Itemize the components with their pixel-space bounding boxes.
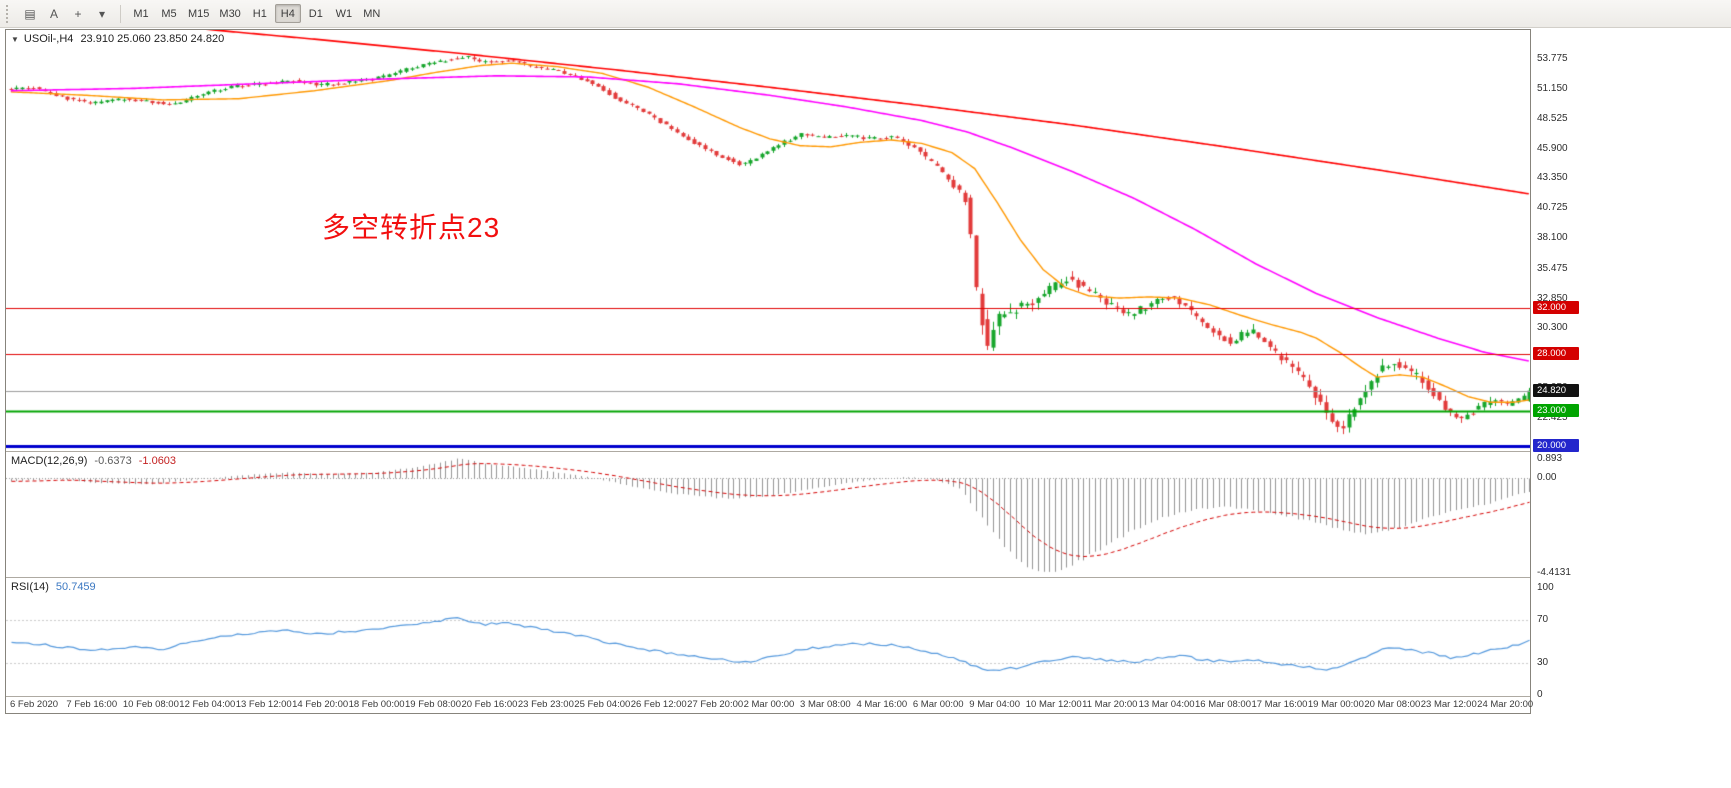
price-badge: 23.000 bbox=[1533, 404, 1579, 418]
price-tick: 40.725 bbox=[1537, 202, 1568, 214]
time-label: 7 Feb 16:00 bbox=[66, 699, 118, 710]
timeframe-mn[interactable]: MN bbox=[363, 7, 381, 20]
time-label: 3 Mar 08:00 bbox=[800, 699, 851, 710]
rsi-panel: RSI(14) 50.7459 bbox=[6, 578, 1530, 697]
price-tick: 53.775 bbox=[1537, 52, 1568, 64]
macd-canvas[interactable] bbox=[6, 452, 1530, 577]
time-label: 9 Mar 04:00 bbox=[969, 699, 1020, 710]
time-label: 19 Feb 08:00 bbox=[405, 699, 461, 710]
price-axis[interactable]: 53.775 51.150 48.525 45.900 43.350 40.725 38.1… bbox=[1533, 29, 1595, 715]
symbol-ohlc-label: ▼ USOil-,H4 23.910 25.060 23.850 24.820 bbox=[11, 33, 224, 45]
time-label: 26 Feb 12:00 bbox=[630, 699, 687, 710]
price-badge: 28.000 bbox=[1533, 347, 1579, 361]
price-badge: 24.820 bbox=[1533, 383, 1579, 397]
macd-tick: 0.893 bbox=[1537, 452, 1563, 464]
rsi-label: RSI(14) 50.7459 bbox=[11, 581, 96, 593]
time-label: 11 Mar 20:00 bbox=[1082, 699, 1138, 710]
price-tick: 43.350 bbox=[1537, 172, 1568, 184]
price-badge: 32.000 bbox=[1533, 301, 1579, 315]
price-tick: 22.425 bbox=[1537, 412, 1568, 424]
toolbar-icon-buttons: ▤ A + ▾ bbox=[19, 4, 113, 24]
chart-window: ▼ USOil-,H4 23.910 25.060 23.850 24.820 … bbox=[5, 29, 1534, 714]
main-price-panel: ▼ USOil-,H4 23.910 25.060 23.850 24.820 … bbox=[6, 30, 1530, 452]
macd-panel: MACD(12,26,9) -0.6373 -1.0603 bbox=[6, 452, 1530, 578]
rsi-tick: 0 bbox=[1537, 689, 1543, 700]
text-label-button[interactable]: A bbox=[49, 6, 58, 21]
toolbar-separator bbox=[120, 4, 121, 23]
macd-tick: 0.00 bbox=[1537, 472, 1557, 483]
timeframe-h1[interactable]: H1 bbox=[252, 7, 267, 20]
time-axis[interactable]: 6 Feb 2020 7 Feb 16:00 10 Feb 08:00 12 Feb … bbox=[6, 697, 1534, 713]
timeframe-w1[interactable]: W1 bbox=[335, 7, 353, 20]
price-tick: 32.850 bbox=[1537, 292, 1568, 304]
macd-label: MACD(12,26,9) -0.6373 -1.0603 bbox=[11, 455, 176, 467]
indicators-dropdown-button[interactable]: ▾ bbox=[98, 6, 106, 21]
rsi-canvas[interactable] bbox=[6, 578, 1530, 696]
rsi-value: 50.7459 bbox=[55, 581, 96, 593]
time-label: 20 Mar 08:00 bbox=[1364, 699, 1421, 710]
time-label: 13 Feb 12:00 bbox=[235, 699, 292, 710]
timeframe-m1[interactable]: M1 bbox=[133, 7, 149, 20]
rsi-name: RSI(14) bbox=[11, 581, 49, 593]
time-label: 6 Feb 2020 bbox=[10, 699, 59, 710]
time-label: 2 Mar 00:00 bbox=[743, 699, 795, 710]
time-label: 23 Mar 12:00 bbox=[1420, 699, 1477, 710]
timeframe-m5[interactable]: M5 bbox=[161, 7, 177, 20]
macd-tick: -4.4131 bbox=[1537, 567, 1571, 578]
crosshair-button[interactable]: + bbox=[74, 6, 82, 21]
rsi-tick: 100 bbox=[1537, 582, 1554, 593]
time-label: 14 Feb 20:00 bbox=[292, 699, 349, 710]
price-badge: 20.000 bbox=[1533, 438, 1579, 452]
timeframe-m15[interactable]: M15 bbox=[188, 7, 210, 20]
symbol-dropdown-icon: ▼ bbox=[11, 34, 19, 44]
price-tick: 48.525 bbox=[1537, 113, 1568, 125]
timeframe-m30[interactable]: M30 bbox=[219, 7, 241, 20]
time-label: 27 Feb 20:00 bbox=[687, 699, 744, 710]
rsi-tick: 30 bbox=[1537, 656, 1549, 668]
macd-main-value: -0.6373 bbox=[94, 455, 132, 467]
time-label: 10 Mar 12:00 bbox=[1025, 699, 1082, 710]
time-label: 19 Mar 00:00 bbox=[1307, 699, 1364, 710]
timeframe-d1[interactable]: D1 bbox=[308, 7, 323, 20]
chart-window-button[interactable]: ▤ bbox=[24, 6, 36, 21]
time-label: 18 Feb 00:00 bbox=[348, 699, 405, 710]
ohlc-values: 23.910 25.060 23.850 24.820 bbox=[80, 33, 225, 45]
time-label: 23 Feb 23:00 bbox=[517, 699, 574, 710]
symbol-name: USOil-,H4 bbox=[23, 33, 74, 45]
time-label: 17 Mar 16:00 bbox=[1251, 699, 1308, 710]
toolbar: ▤ A + ▾ M1 M5 M15 M30 H1 H4 D1 W1 MN bbox=[0, 0, 1731, 28]
time-label: 24 Mar 20:00 bbox=[1477, 699, 1534, 710]
time-label: 13 Mar 04:00 bbox=[1138, 699, 1195, 710]
timeframe-h4[interactable]: H4 bbox=[274, 4, 301, 23]
time-label: 20 Feb 16:00 bbox=[461, 699, 518, 710]
time-label: 10 Feb 08:00 bbox=[122, 699, 179, 710]
price-tick: 30.300 bbox=[1537, 321, 1568, 333]
time-label: 16 Mar 08:00 bbox=[1195, 699, 1251, 710]
chart-annotation-text[interactable]: 多空转折点23 bbox=[322, 212, 501, 243]
time-label: 25 Feb 04:00 bbox=[574, 699, 631, 710]
time-label: 12 Feb 04:00 bbox=[179, 699, 236, 710]
price-tick: 51.150 bbox=[1537, 82, 1568, 94]
toolbar-grip[interactable] bbox=[6, 4, 12, 23]
macd-signal-value: -1.0603 bbox=[138, 455, 177, 467]
price-tick: 38.100 bbox=[1537, 232, 1568, 244]
time-label: 6 Mar 00:00 bbox=[912, 699, 964, 710]
price-tick: 45.900 bbox=[1537, 143, 1568, 155]
rsi-tick: 70 bbox=[1537, 614, 1549, 626]
macd-name: MACD(12,26,9) bbox=[11, 455, 88, 467]
price-tick: 35.475 bbox=[1537, 262, 1568, 274]
timeframe-buttons: M1 M5 M15 M30 H1 H4 D1 W1 MN bbox=[128, 4, 385, 23]
time-label: 4 Mar 16:00 bbox=[856, 699, 908, 710]
main-chart-canvas[interactable] bbox=[6, 30, 1530, 451]
